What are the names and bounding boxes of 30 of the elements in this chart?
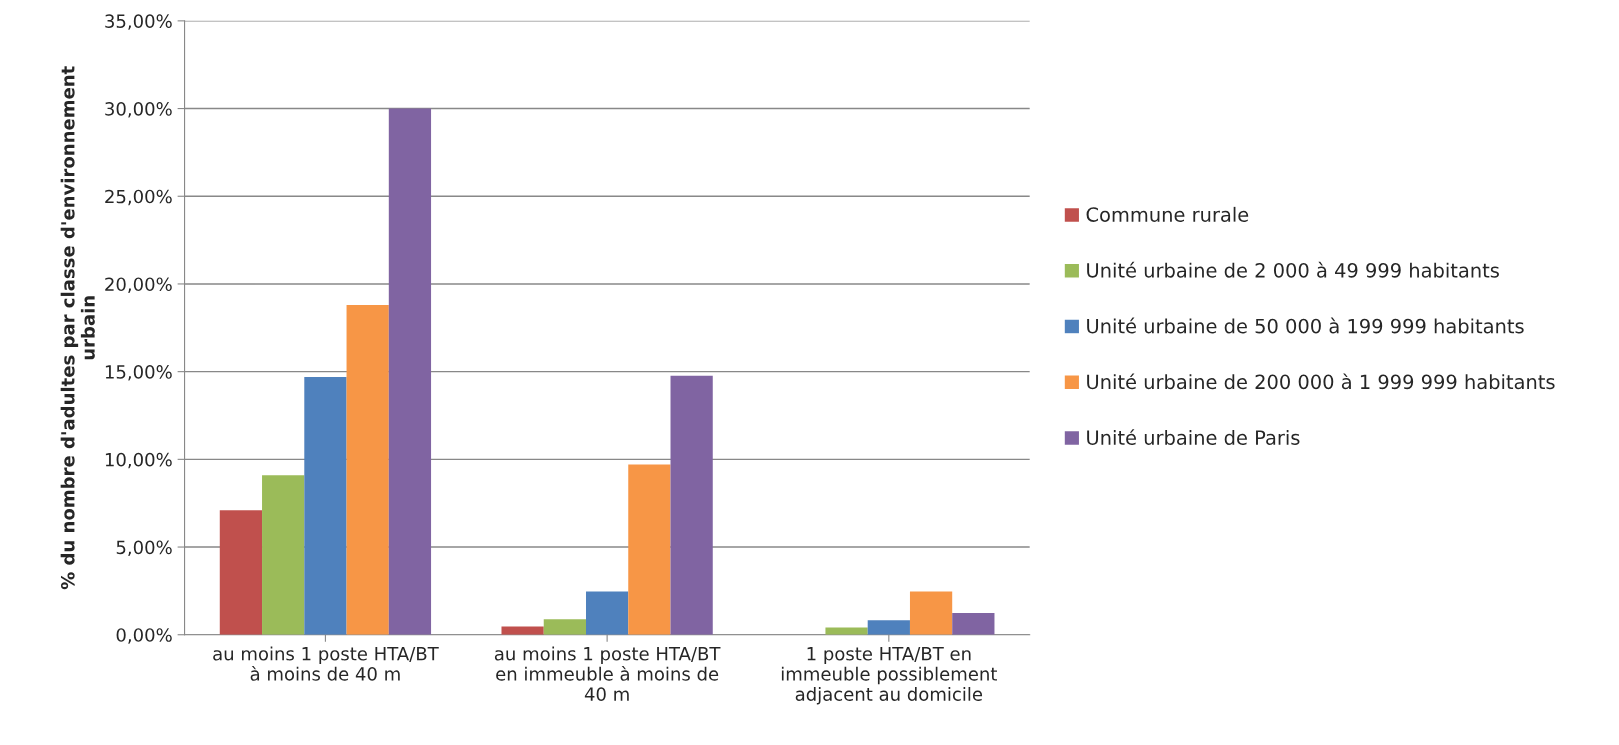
bar xyxy=(628,464,671,635)
bar xyxy=(388,108,432,635)
bar xyxy=(586,591,629,635)
y-tick-label: 10,00% xyxy=(105,452,172,469)
bar xyxy=(952,612,995,635)
bar xyxy=(543,619,586,635)
y-axis-title: % du nombre d'adultes par classe d'environnement urbain xyxy=(60,66,95,590)
bar xyxy=(304,376,347,635)
y-tick-label: 5,00% xyxy=(116,540,172,556)
y-tick-label: 30,00% xyxy=(105,102,172,118)
x-tick-label: au moins 1 poste HTA/BT en immeuble à moins de 40 m xyxy=(494,646,721,701)
bar xyxy=(670,375,713,635)
bar xyxy=(262,475,305,635)
bar xyxy=(909,591,953,635)
bar xyxy=(501,626,544,635)
y-tick-label: 25,00% xyxy=(105,189,172,206)
bar xyxy=(219,510,263,635)
y-tick-label: 15,00% xyxy=(105,365,172,381)
x-tick-label: 1 poste HTA/BT en immeuble possiblement adjacent au domicile xyxy=(781,647,997,705)
y-tick-label: 35,00% xyxy=(105,14,172,30)
legend-label: Unité urbaine de 2 000 à 49 999 habitants xyxy=(1087,261,1499,278)
y-tick-label: 20,00% xyxy=(105,277,172,293)
legend-label: Unité urbaine de 200 000 à 1 999 999 habitants xyxy=(1087,373,1555,390)
bar xyxy=(346,305,389,635)
y-tick-label: 0,00% xyxy=(116,628,172,644)
bar xyxy=(867,620,910,635)
legend-label: Unité urbaine de Paris xyxy=(1087,429,1300,445)
x-tick-label: au moins 1 poste HTA/BT à moins de 40 m xyxy=(213,646,439,681)
legend-label: Commune rurale xyxy=(1086,206,1249,222)
legend-label: Unité urbaine de 50 000 à 199 999 habitants xyxy=(1087,317,1524,334)
